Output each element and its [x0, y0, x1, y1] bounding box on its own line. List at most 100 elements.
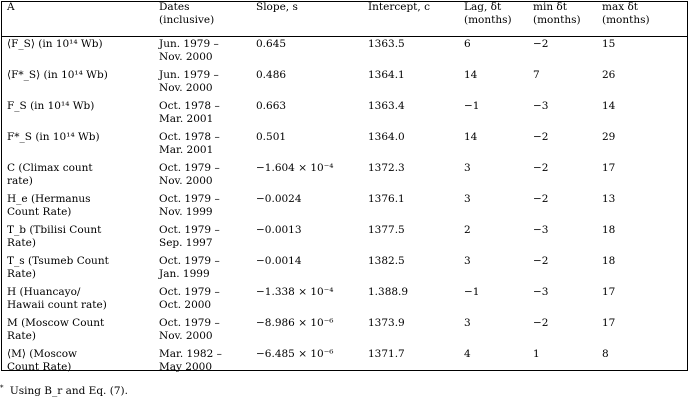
- table-cell: 7: [533, 69, 602, 100]
- table-cell: 13: [602, 193, 688, 224]
- cell-text: −1: [464, 286, 480, 298]
- cell-text: 2: [464, 224, 471, 236]
- table-cell: −2: [533, 131, 602, 162]
- cell-text: 6: [464, 38, 471, 50]
- cell-text: −3: [533, 224, 549, 236]
- cell-text: Oct. 1979 –: [159, 255, 220, 267]
- table-cell: 17: [602, 286, 688, 317]
- header-cell: A: [7, 1, 15, 13]
- table-cell: 3: [464, 317, 533, 348]
- table-cell: ⟨F*_S⟩ (in 10¹⁴ Wb): [1, 69, 159, 100]
- cell-text: Rate): [7, 330, 36, 342]
- cell-text: 1376.1: [368, 193, 405, 205]
- table-cell: −2: [533, 317, 602, 348]
- cell-text: −1: [464, 100, 480, 112]
- cell-text: 1.388.9: [368, 286, 409, 298]
- table-cell: 6: [464, 36, 533, 69]
- table-row: M (Moscow Count Rate) Oct. 1979 – Nov. 2000…: [1, 317, 688, 348]
- table-cell: Jun. 1979 – Nov. 2000: [159, 36, 256, 69]
- table-cell: Oct. 1978 – Mar. 2001: [159, 100, 256, 131]
- header-cell: Lag, δt (months): [464, 1, 512, 26]
- cell-text: −6.485 × 10⁻⁶: [256, 348, 334, 360]
- cell-text: ⟨F*_S⟩ (in 10¹⁴ Wb): [7, 69, 108, 81]
- cell-text: −2: [533, 131, 549, 143]
- cell-text: 1364.0: [368, 131, 405, 143]
- table-cell: Jun. 1979 – Nov. 2000: [159, 69, 256, 100]
- cell-text: Count Rate): [7, 206, 72, 218]
- cell-text: H_e (Hermanus: [7, 193, 91, 205]
- cell-text: 3: [464, 193, 471, 205]
- table-cell: T_s (Tsumeb Count Rate): [1, 255, 159, 286]
- table-cell: ⟨M⟩ (Moscow Count Rate): [1, 348, 159, 379]
- cell-text: Jun. 1979 –: [159, 69, 219, 81]
- cell-text: Mar. 1982 –: [159, 348, 222, 360]
- cell-text: −3: [533, 100, 549, 112]
- table-frame: [1, 1, 688, 371]
- table-cell: Oct. 1979 – Nov. 2000: [159, 162, 256, 193]
- cell-text: Nov. 2000: [159, 82, 213, 94]
- table-row: C (Climax count rate) Oct. 1979 – Nov. 2000…: [1, 162, 688, 193]
- table-cell: 1372.3: [368, 162, 464, 193]
- cell-text: 1373.9: [368, 317, 405, 329]
- data-table: A Dates (inclusive) Slope, s Intercept, …: [1, 1, 688, 379]
- cell-text: Jan. 1999: [159, 268, 210, 280]
- cell-text: ⟨F_S⟩ (in 10¹⁴ Wb): [7, 38, 103, 50]
- cell-text: C (Climax count: [7, 162, 93, 174]
- cell-text: 1377.5: [368, 224, 405, 236]
- table-row: F*_S (in 10¹⁴ Wb) Oct. 1978 – Mar. 2001 0.5…: [1, 131, 688, 162]
- cell-text: −0.0024: [256, 193, 302, 205]
- cell-text: 14: [602, 100, 616, 112]
- table-row: H_e (Hermanus Count Rate) Oct. 1979 – Nov. …: [1, 193, 688, 224]
- cell-text: 18: [602, 255, 616, 267]
- table-cell: Oct. 1979 – Nov. 2000: [159, 317, 256, 348]
- cell-text: M (Moscow Count: [7, 317, 105, 329]
- cell-text: Nov. 2000: [159, 175, 213, 187]
- table-cell: −1.338 × 10⁻⁴: [256, 286, 368, 317]
- cell-text: −2: [533, 162, 549, 174]
- table-cell: 18: [602, 255, 688, 286]
- cell-text: −0.0014: [256, 255, 302, 267]
- cell-text: 7: [533, 69, 540, 81]
- table-cell: C (Climax count rate): [1, 162, 159, 193]
- cell-text: Nov. 2000: [159, 330, 213, 342]
- table-cell: 17: [602, 162, 688, 193]
- table-cell: T_b (Tbilisi Count Rate): [1, 224, 159, 255]
- table-cell: 17: [602, 317, 688, 348]
- cell-text: −0.0013: [256, 224, 302, 236]
- table-cell: −1.604 × 10⁻⁴: [256, 162, 368, 193]
- table-cell: 0.663: [256, 100, 368, 131]
- table-cell: H_e (Hermanus Count Rate): [1, 193, 159, 224]
- cell-text: 29: [602, 131, 616, 143]
- cell-text: −1.604 × 10⁻⁴: [256, 162, 334, 174]
- cell-text: 1382.5: [368, 255, 405, 267]
- cell-text: 1363.4: [368, 100, 405, 112]
- table-cell: −2: [533, 36, 602, 69]
- cell-text: H (Huancayo/: [7, 286, 81, 298]
- header-cell: Intercept, c: [368, 1, 430, 13]
- table-cell: Oct. 1978 – Mar. 2001: [159, 131, 256, 162]
- table-cell: −2: [533, 193, 602, 224]
- cell-text: Oct. 1979 –: [159, 193, 220, 205]
- table-cell: 1371.7: [368, 348, 464, 379]
- table-footnote: * Using B_r and Eq. (7).: [0, 382, 128, 398]
- header-cell: min δt (months): [533, 1, 581, 26]
- cell-text: May 2000: [159, 361, 213, 373]
- table-row: H (Huancayo/Hawaii count rate) Oct. 1979 …: [1, 286, 688, 317]
- footnote-text: Using B_r and Eq. (7).: [9, 385, 128, 397]
- cell-text: 13: [602, 193, 616, 205]
- cell-text: 17: [602, 286, 616, 298]
- table-cell: F_S (in 10¹⁴ Wb): [1, 100, 159, 131]
- table-cell: M (Moscow Count Rate): [1, 317, 159, 348]
- table-cell: 3: [464, 162, 533, 193]
- header-cell: Dates (inclusive): [159, 1, 215, 26]
- cell-text: Oct. 2000: [159, 299, 212, 311]
- table-cell: −1: [464, 100, 533, 131]
- header-rule: [1, 36, 688, 37]
- table-row: T_s (Tsumeb Count Rate) Oct. 1979 – Jan. 19…: [1, 255, 688, 286]
- table-cell: Oct. 1979 – Jan. 1999: [159, 255, 256, 286]
- table-cell: 0.645: [256, 36, 368, 69]
- table-cell: 1377.5: [368, 224, 464, 255]
- cell-text: 26: [602, 69, 616, 81]
- table-cell: 0.486: [256, 69, 368, 100]
- cell-text: Oct. 1979 –: [159, 224, 220, 236]
